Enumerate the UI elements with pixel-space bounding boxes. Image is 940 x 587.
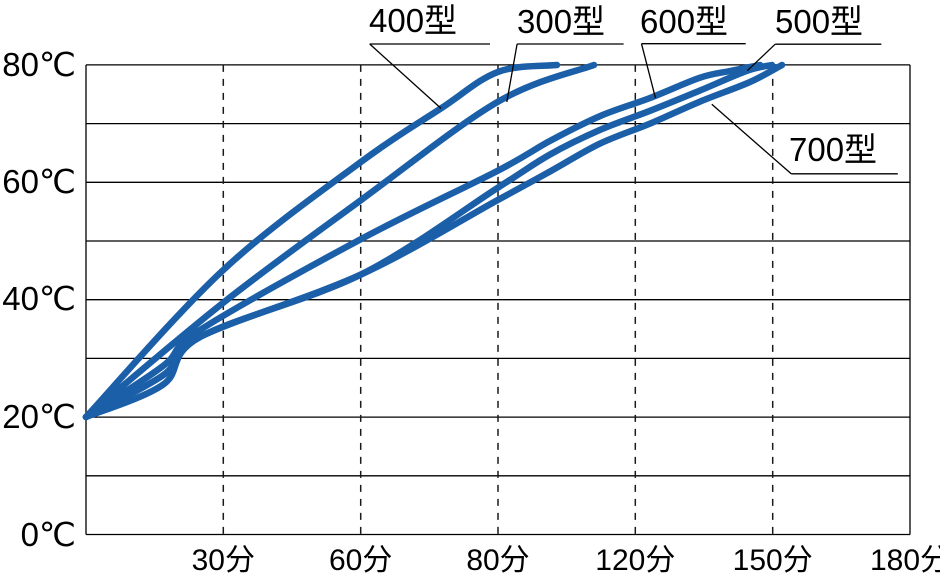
svg-text:40℃: 40℃: [2, 280, 76, 317]
svg-text:300型: 300型: [517, 3, 605, 40]
svg-text:600型: 600型: [640, 3, 728, 40]
svg-text:700型: 700型: [789, 131, 877, 168]
svg-text:0℃: 0℃: [21, 516, 76, 553]
svg-text:500型: 500型: [775, 3, 863, 40]
svg-text:60分: 60分: [329, 544, 392, 577]
svg-text:180分: 180分: [870, 544, 940, 577]
svg-text:80℃: 80℃: [2, 46, 76, 83]
svg-text:30分: 30分: [192, 544, 255, 577]
svg-text:120分: 120分: [595, 544, 675, 577]
svg-text:400型: 400型: [369, 2, 457, 39]
svg-text:80分: 80分: [466, 544, 529, 577]
svg-text:150分: 150分: [733, 544, 813, 577]
svg-text:60℃: 60℃: [2, 163, 76, 200]
svg-text:20℃: 20℃: [2, 398, 76, 435]
